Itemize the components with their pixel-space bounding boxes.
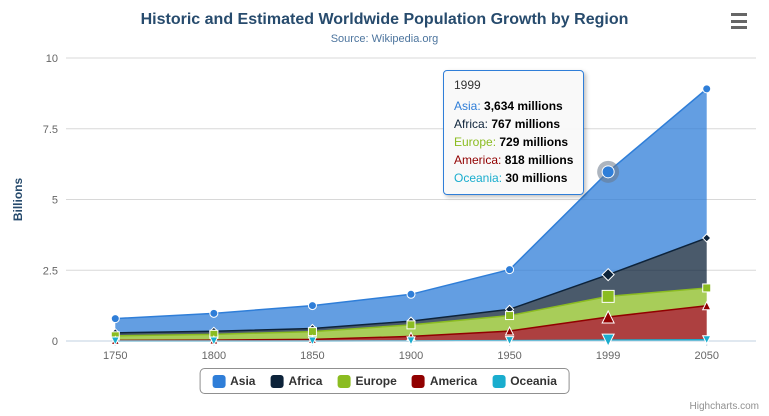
legend-swatch-icon xyxy=(337,374,351,388)
tooltip-row-africa: Africa: 767 millions xyxy=(454,115,573,133)
marker-oceania-1850[interactable] xyxy=(307,336,318,347)
hamburger-bar xyxy=(731,26,747,29)
credits-link[interactable]: Highcharts.com xyxy=(689,401,759,412)
marker-asia-1950[interactable] xyxy=(505,265,515,275)
hamburger-bar xyxy=(731,13,747,16)
area-america[interactable] xyxy=(115,305,707,341)
legend-item-africa[interactable]: Africa xyxy=(270,374,322,388)
x-axis-label: 1999 xyxy=(596,350,620,362)
legend-label: Oceania xyxy=(510,374,557,388)
y-axis-label: 7.5 xyxy=(43,124,58,136)
legend-item-america[interactable]: America xyxy=(411,374,478,388)
legend-label: Asia xyxy=(230,374,256,388)
tooltip: 1999 Asia: 3,634 millions Africa: 767 mil… xyxy=(443,70,585,195)
y-axis-label: 2.5 xyxy=(43,265,58,277)
marker-asia-1999[interactable] xyxy=(601,165,615,179)
legend-label: Europe xyxy=(355,374,397,388)
x-axis-label: 1900 xyxy=(399,350,423,362)
x-axis-label: 2050 xyxy=(694,350,718,362)
tooltip-series-label: Asia: xyxy=(454,99,485,113)
tooltip-row-asia: Asia: 3,634 millions xyxy=(454,97,573,115)
legend-label: Africa xyxy=(288,374,323,388)
x-axis-label: 1850 xyxy=(300,350,324,362)
marker-oceania-1950[interactable] xyxy=(504,336,515,346)
legend-swatch-icon xyxy=(212,374,226,388)
tooltip-series-label: America: xyxy=(454,153,505,167)
marker-oceania-1800[interactable] xyxy=(209,336,219,347)
marker-asia-1750[interactable] xyxy=(110,314,120,324)
marker-oceania-1900[interactable] xyxy=(406,336,416,346)
chart-subtitle: Source: Wikipedia.org xyxy=(330,33,439,45)
marker-oceania-1999[interactable] xyxy=(601,333,615,348)
marker-asia-1800[interactable] xyxy=(209,308,219,318)
legend-label: America xyxy=(429,374,478,388)
legend-item-oceania[interactable]: Oceania xyxy=(492,374,557,388)
x-axis-label: 1950 xyxy=(497,350,521,362)
marker-asia-1900[interactable] xyxy=(406,289,416,299)
marker-europe-1950[interactable] xyxy=(505,311,515,321)
legend-swatch-icon xyxy=(492,374,506,388)
tooltip-series-value: 767 millions xyxy=(491,117,561,131)
hamburger-bar xyxy=(731,19,747,23)
tooltip-series-value: 729 millions xyxy=(499,135,569,149)
y-axis-title: Billions xyxy=(11,178,25,222)
y-axis-label: 5 xyxy=(52,195,58,207)
tooltip-series-label: Europe: xyxy=(454,135,500,149)
tooltip-row-america: America: 818 millions xyxy=(454,151,573,169)
hamburger-icon[interactable] xyxy=(728,13,750,29)
tooltip-series-value: 30 millions xyxy=(505,171,568,185)
marker-oceania-2050[interactable] xyxy=(701,335,712,345)
legend: Asia Africa Europe America Oceania xyxy=(199,368,570,394)
legend-item-asia[interactable]: Asia xyxy=(212,374,255,388)
y-axis-label: 10 xyxy=(46,53,58,65)
legend-item-europe[interactable]: Europe xyxy=(337,374,397,388)
chart-title: Historic and Estimated Worldwide Populat… xyxy=(140,11,629,28)
tooltip-series-value: 3,634 millions xyxy=(484,99,563,113)
tooltip-row-oceania: Oceania: 30 millions xyxy=(454,169,573,187)
marker-america-2050[interactable] xyxy=(701,300,712,311)
marker-america-1999[interactable] xyxy=(601,309,615,324)
marker-europe-1999[interactable] xyxy=(601,289,615,303)
tooltip-header: 1999 xyxy=(454,78,481,92)
x-axis-label: 1800 xyxy=(202,350,226,362)
marker-europe-2050[interactable] xyxy=(702,283,712,293)
marker-asia-2050[interactable] xyxy=(702,84,712,94)
marker-africa-2050[interactable] xyxy=(702,233,712,243)
tooltip-rows: Asia: 3,634 millions Africa: 767 millions… xyxy=(454,97,573,187)
tooltip-series-value: 818 millions xyxy=(504,153,574,167)
area-africa[interactable] xyxy=(115,237,707,336)
marker-africa-1999[interactable] xyxy=(601,267,615,282)
marker-europe-1900[interactable] xyxy=(406,320,416,330)
marker-asia-1850[interactable] xyxy=(307,301,317,311)
marker-america-1950[interactable] xyxy=(504,325,515,336)
y-axis-label: 0 xyxy=(52,336,58,348)
marker-oceania-1750[interactable] xyxy=(110,336,121,347)
legend-swatch-icon xyxy=(270,374,284,388)
x-axis-label: 1750 xyxy=(103,350,127,362)
area-asia[interactable] xyxy=(115,88,707,333)
tooltip-row-europe: Europe: 729 millions xyxy=(454,133,573,151)
tooltip-series-label: Oceania: xyxy=(454,171,506,185)
tooltip-series-label: Africa: xyxy=(454,117,492,131)
legend-swatch-icon xyxy=(411,374,425,388)
